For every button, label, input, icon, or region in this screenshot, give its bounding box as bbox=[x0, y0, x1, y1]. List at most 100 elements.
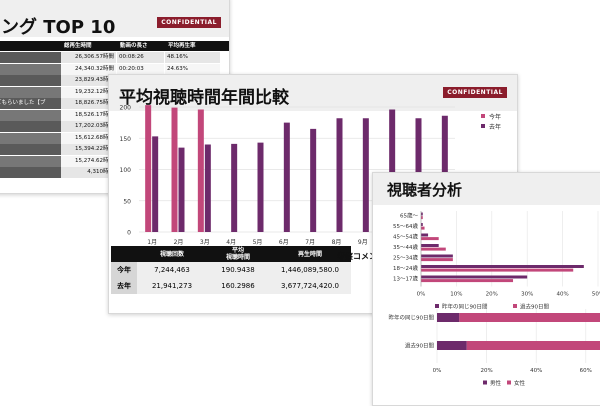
x-tick-label: 20% bbox=[480, 368, 492, 374]
row-label bbox=[0, 63, 61, 75]
bar-last-year-period bbox=[421, 275, 528, 279]
row-label bbox=[0, 86, 61, 98]
bar-last-year-period bbox=[421, 244, 439, 247]
x-tick-label: 0% bbox=[417, 292, 426, 298]
bar-last-year bbox=[389, 109, 396, 232]
bar-last-year bbox=[204, 144, 211, 232]
bar-last-year bbox=[310, 128, 317, 232]
y-tick-label: 50 bbox=[123, 198, 131, 205]
x-tick-label: 8月 bbox=[332, 239, 342, 246]
y-tick-label: 200 bbox=[120, 105, 132, 112]
y-tick-label: 0 bbox=[127, 230, 131, 237]
legend-swatch bbox=[435, 304, 439, 308]
table-cell: 48.16% bbox=[165, 52, 220, 63]
viewer-analysis-slide: 視聴者分析 0% 10% 20% 30% 40% 50% 65歳～ 55〜64歳 45〜54歳 3… bbox=[372, 172, 600, 406]
y-tick-label: 55〜64歳 bbox=[393, 222, 418, 230]
bar-female bbox=[466, 341, 600, 350]
x-tick-label: 1月 bbox=[147, 239, 157, 246]
table-header-cell: 平均 視聴時間 bbox=[207, 246, 269, 262]
bar-recent-period bbox=[421, 216, 423, 220]
bar-last-year bbox=[152, 136, 159, 232]
avg-time-cell: 190.9438 bbox=[207, 262, 269, 278]
table-header-cell: 総再生時間 bbox=[64, 41, 120, 51]
x-tick-label: 6月 bbox=[279, 239, 289, 246]
row-label bbox=[0, 109, 61, 121]
row-label bbox=[0, 121, 61, 132]
table-cell: 26,306.57時間 bbox=[61, 52, 116, 63]
bar-last-year bbox=[362, 118, 369, 232]
x-tick-label: 50% bbox=[592, 292, 600, 298]
table-cell: 15,394.22時間 bbox=[61, 144, 116, 155]
bar-recent-period bbox=[421, 226, 425, 230]
x-tick-label: 2月 bbox=[174, 239, 184, 246]
y-tick-label: 25〜34歳 bbox=[393, 254, 418, 262]
x-tick-label: 30% bbox=[521, 292, 533, 298]
bar-male bbox=[437, 341, 467, 350]
row-label bbox=[0, 132, 61, 144]
table-header-cell: 視聴回数 bbox=[137, 246, 207, 262]
bar-male bbox=[437, 313, 460, 322]
bar-this-year bbox=[145, 105, 152, 232]
y-tick-label: 65歳～ bbox=[400, 212, 418, 220]
table-cell: 00:20:03 bbox=[117, 63, 164, 75]
table-header-cell bbox=[111, 246, 137, 262]
bar-recent-period bbox=[421, 268, 574, 272]
bar-recent-period bbox=[421, 237, 439, 241]
table-cell: 15,612.68時間 bbox=[61, 132, 116, 144]
table-cell: 00:08:26 bbox=[117, 52, 164, 63]
bar-last-year bbox=[178, 147, 185, 232]
views-cell: 21,941,273 bbox=[137, 278, 207, 294]
table-header-row: 視聴回数 平均 視聴時間 再生時間 bbox=[111, 246, 351, 262]
y-tick-label: 150 bbox=[120, 136, 132, 143]
bar-last-year bbox=[283, 122, 290, 232]
confidential-badge: CONFIDENTIAL bbox=[157, 17, 221, 28]
y-tick-label: 13〜17歳 bbox=[393, 275, 418, 283]
x-tick-label: 40% bbox=[556, 292, 568, 298]
table-cell: 15,274.62時間 bbox=[61, 155, 116, 167]
x-tick-label: 5月 bbox=[253, 239, 263, 246]
row-label bbox=[0, 75, 61, 86]
slide-title: 平均視聴時間年間比較 bbox=[119, 88, 289, 108]
table-cell: 23,829.43時間 bbox=[61, 75, 116, 86]
x-tick-label: 9月 bbox=[358, 239, 368, 246]
bar-last-year-period bbox=[421, 233, 429, 237]
legend-label: 去年 bbox=[489, 123, 501, 131]
x-tick-label: 7月 bbox=[305, 239, 315, 246]
row-label: 去年 bbox=[111, 278, 137, 294]
row-label bbox=[0, 144, 61, 155]
slide-title: ング TOP 10 bbox=[1, 17, 116, 38]
table-header-cell: 動画の長さ bbox=[120, 41, 168, 51]
comment-label: 考察コメン bbox=[337, 252, 377, 261]
x-tick-label: 0% bbox=[433, 368, 442, 374]
table-row: 去年 21,941,273 160.2986 3,677,724,420.0 bbox=[111, 278, 351, 294]
x-tick-label: 40% bbox=[530, 368, 542, 374]
bar-this-year bbox=[171, 107, 178, 232]
x-tick-label: 3月 bbox=[200, 239, 210, 246]
table-cell: 24,340.32時間 bbox=[61, 63, 116, 75]
play-time-cell: 3,677,724,420.0 bbox=[269, 278, 351, 294]
bar-this-year bbox=[197, 109, 204, 232]
table-cell: 18,526.17時間 bbox=[61, 109, 116, 121]
row-label bbox=[0, 155, 61, 167]
table-cell: 4,310時間 bbox=[61, 167, 116, 178]
x-tick-label: 20% bbox=[486, 292, 498, 298]
views-cell: 7,244,463 bbox=[137, 262, 207, 278]
table-cell: 17,202.03時間 bbox=[61, 121, 116, 132]
bar-last-year-period bbox=[421, 212, 423, 216]
avg-time-cell: 160.2986 bbox=[207, 278, 269, 294]
bar-female bbox=[459, 313, 600, 322]
watch-time-slide: 平均視聴時間年間比較 CONFIDENTIAL 0 50 100 150 200 1月 2月… bbox=[108, 74, 518, 314]
table-header-cell: 再生時間 bbox=[269, 246, 351, 262]
legend-label: 女性 bbox=[514, 379, 526, 387]
table-cell: 18,826.75時間 bbox=[61, 98, 116, 109]
y-tick-label: 45〜54歳 bbox=[393, 233, 418, 241]
y-tick-label: 35〜44歳 bbox=[393, 243, 418, 251]
slide-title: 視聴者分析 bbox=[387, 181, 463, 199]
legend-swatch bbox=[513, 304, 517, 308]
legend-swatch bbox=[481, 114, 485, 118]
y-tick-label: 過去90日間 bbox=[405, 342, 434, 350]
x-tick-label: 60% bbox=[580, 368, 592, 374]
bar-last-year-period bbox=[421, 254, 453, 258]
age-bar-chart: 0% 10% 20% 30% 40% 50% 65歳～ 55〜64歳 45〜54歳 35〜44歳 2… bbox=[393, 211, 600, 311]
table-row: 今年 7,244,463 190.9438 1,446,089,580.0 bbox=[111, 262, 351, 278]
